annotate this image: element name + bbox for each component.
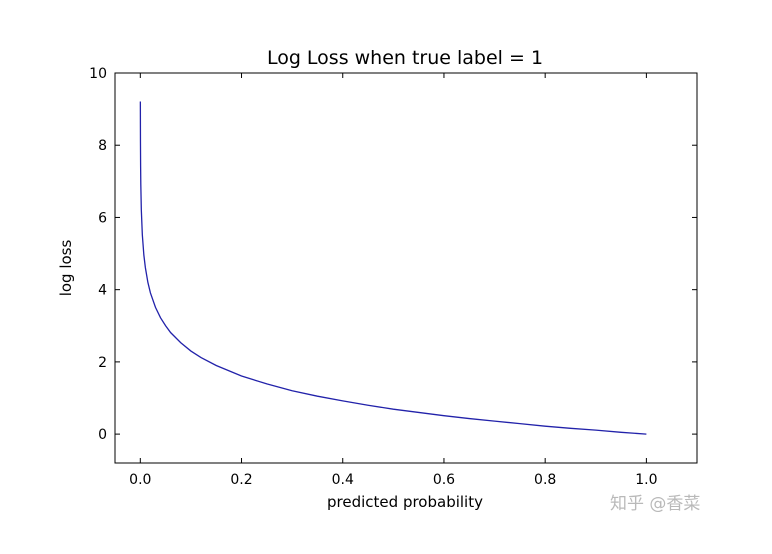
x-axis-label: predicted probability <box>327 493 483 511</box>
plot-area-frame <box>114 72 698 464</box>
chart-title: Log Loss when true label = 1 <box>267 47 543 69</box>
y-tick-label: 6 <box>98 210 107 226</box>
axis-ticks: 0.0 0.2 0.4 0.6 0.8 1.0 0 2 4 6 8 10 <box>89 66 697 488</box>
y-tick-label: 8 <box>98 138 107 154</box>
x-tick-label: 0.0 <box>129 472 151 488</box>
x-tick-label: 0.4 <box>332 472 354 488</box>
watermark-text: 知乎 @香菜 <box>610 494 701 514</box>
y-tick-label: 0 <box>98 427 107 443</box>
x-tick-label: 0.6 <box>433 472 455 488</box>
y-axis-label: log loss <box>57 240 75 297</box>
series-line-log-loss <box>139 101 647 435</box>
y-tick-label: 2 <box>98 355 107 371</box>
y-tick-label: 10 <box>89 66 107 82</box>
y-tick-label: 4 <box>98 283 107 299</box>
x-tick-label: 0.8 <box>534 472 556 488</box>
series-group <box>139 101 647 435</box>
x-tick-label: 0.2 <box>230 472 252 488</box>
x-tick-label: 1.0 <box>635 472 657 488</box>
